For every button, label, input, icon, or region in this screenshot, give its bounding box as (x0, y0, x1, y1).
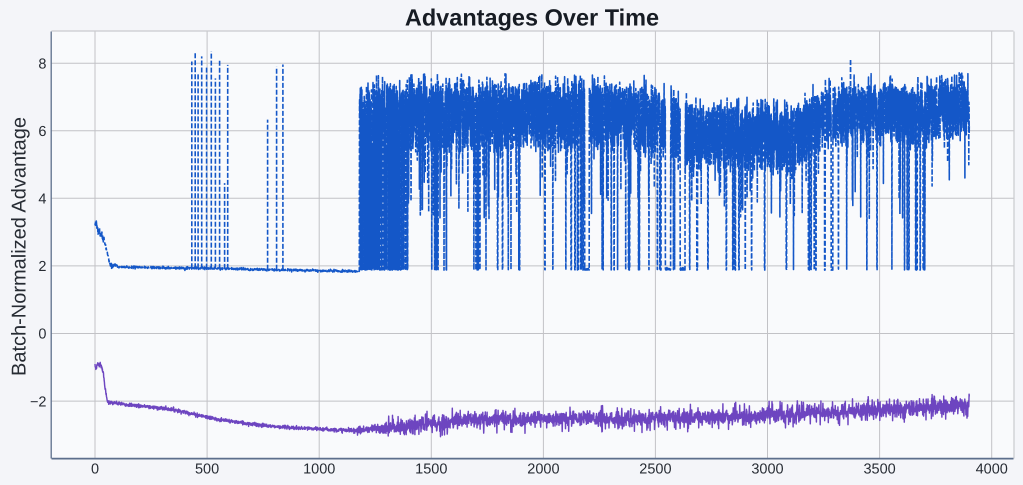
svg-text:2500: 2500 (639, 462, 671, 478)
svg-text:3000: 3000 (751, 462, 783, 478)
svg-text:500: 500 (195, 462, 219, 478)
svg-text:8: 8 (38, 56, 46, 72)
svg-text:Advantages Over Time: Advantages Over Time (405, 5, 659, 31)
svg-text:−2: −2 (30, 394, 47, 410)
svg-text:6: 6 (38, 124, 46, 140)
svg-text:Batch-Normalized Advantage: Batch-Normalized Advantage (9, 117, 31, 376)
svg-text:0: 0 (91, 462, 99, 478)
svg-text:1500: 1500 (415, 462, 447, 478)
svg-text:1000: 1000 (303, 462, 335, 478)
svg-text:4000: 4000 (976, 462, 1008, 478)
svg-text:3500: 3500 (863, 462, 895, 478)
svg-text:2000: 2000 (527, 462, 559, 478)
svg-text:2: 2 (38, 259, 46, 275)
svg-text:0: 0 (38, 327, 46, 343)
svg-text:4: 4 (38, 192, 46, 208)
